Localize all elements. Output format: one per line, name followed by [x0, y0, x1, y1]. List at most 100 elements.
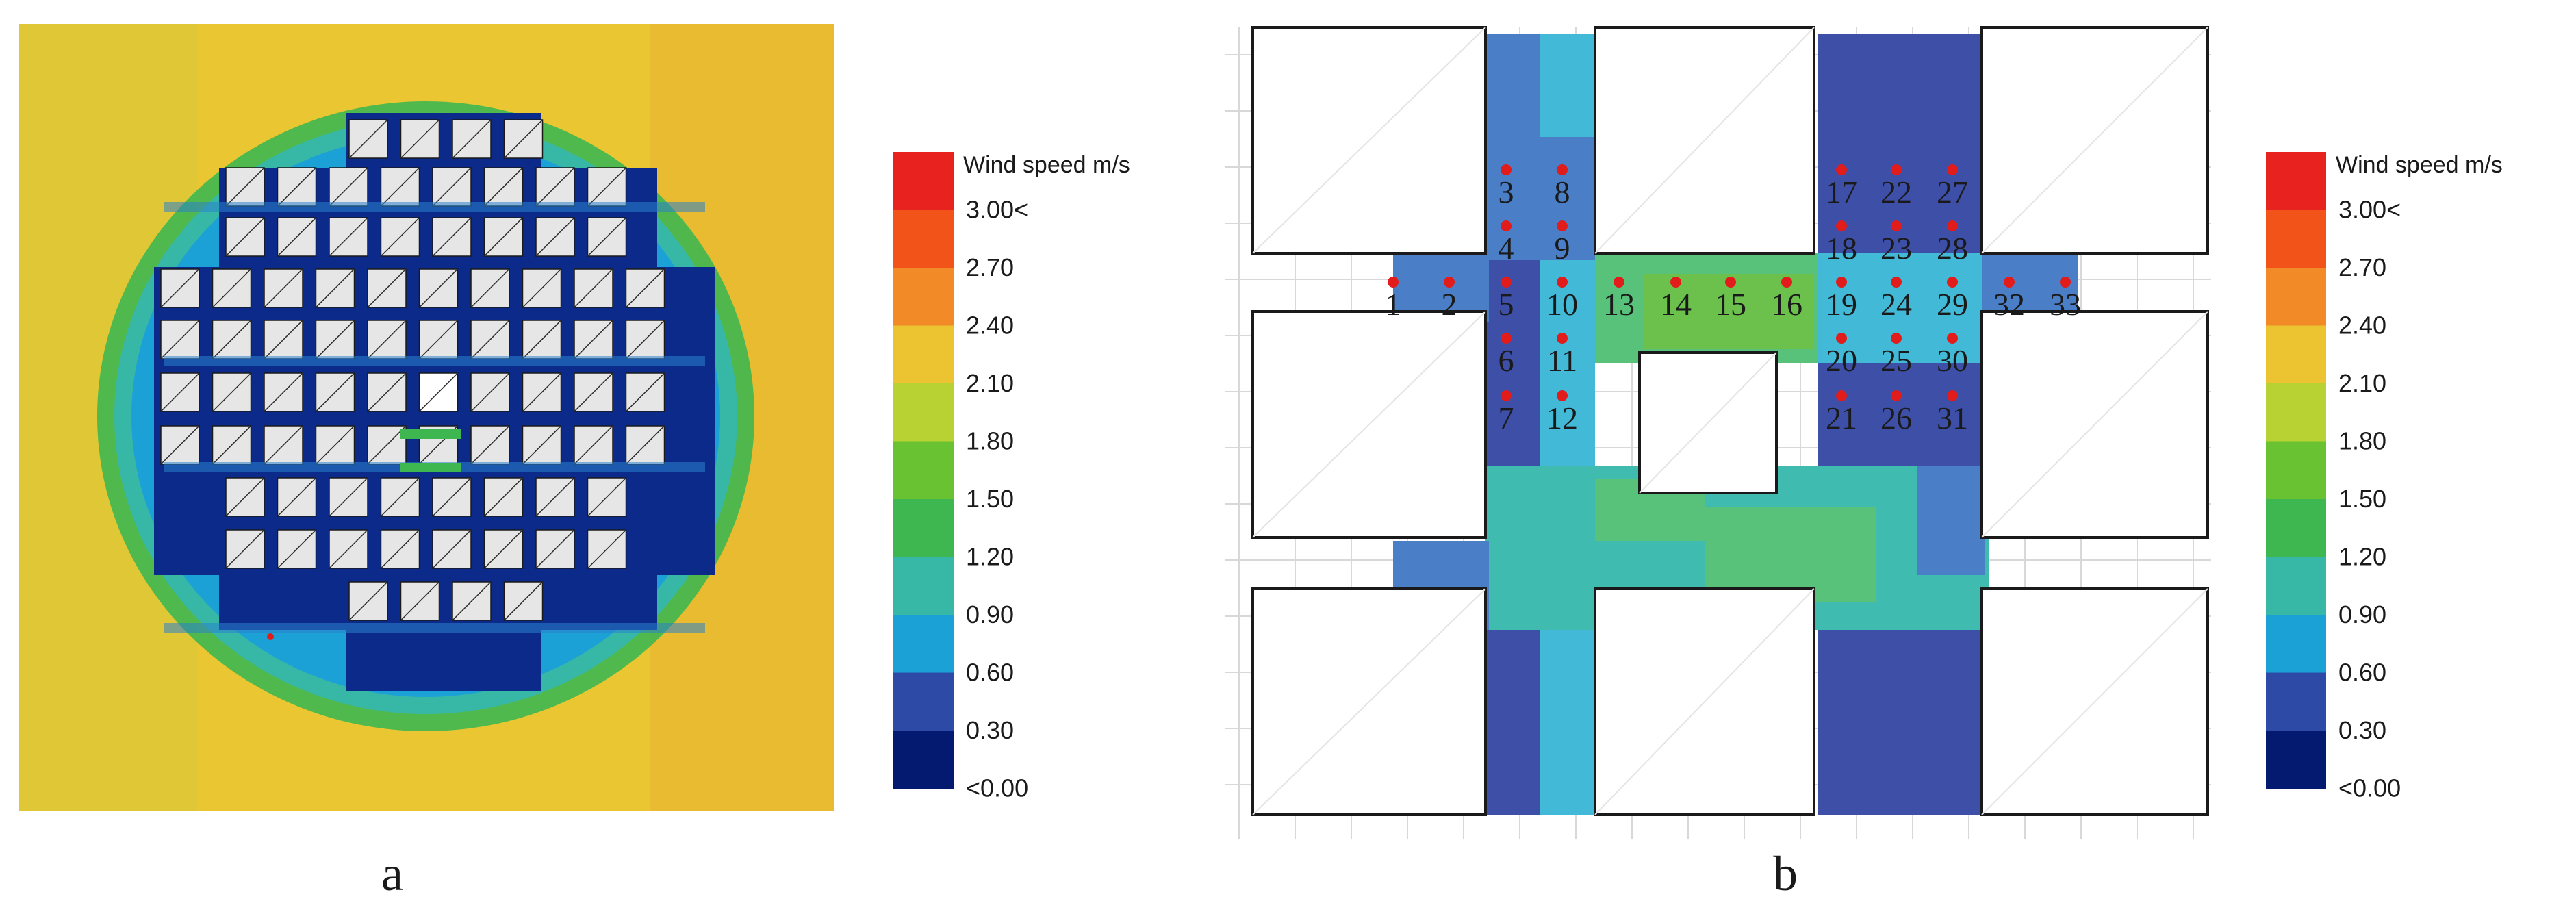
- probe-label: 2: [1442, 287, 1457, 322]
- legend-color-swatch: [893, 672, 954, 731]
- legend-label: 0.60: [966, 659, 1014, 687]
- probe-label: 19: [1826, 287, 1857, 322]
- building-outline: [1251, 587, 1487, 816]
- legend-b: Wind speed m/s 3.00< 2.70 2.40 2.10 1.80 1.50 1…: [2266, 152, 2503, 802]
- probe-dot: [1891, 390, 1902, 401]
- probe-dot: [1836, 277, 1847, 288]
- probe-dot: [1947, 333, 1958, 344]
- building-block: [625, 268, 665, 308]
- legend-label: 0.90: [2338, 600, 2386, 629]
- building-block: [574, 320, 613, 359]
- panel-b-buildings: [1251, 26, 2209, 816]
- building-block: [432, 167, 472, 207]
- probe-point: 18: [1826, 220, 1857, 266]
- building-block: [535, 529, 575, 569]
- building-block: [503, 581, 544, 621]
- probe-label: 7: [1499, 401, 1514, 435]
- building-outline: [1594, 26, 1815, 255]
- probe-dot: [1388, 277, 1399, 288]
- legend-label: 0.90: [966, 600, 1014, 629]
- legend-label: 1.50: [966, 485, 1014, 513]
- panel-b-wind-cells: [1393, 34, 2078, 815]
- building-outline: [1980, 310, 2209, 539]
- probe-label: 6: [1499, 343, 1514, 378]
- building-block: [367, 320, 407, 359]
- probe-dot: [1501, 277, 1512, 288]
- building-block: [329, 477, 368, 517]
- building-block: [160, 268, 200, 308]
- building-block: [315, 425, 355, 465]
- probe-dot: [1501, 164, 1512, 175]
- legend-color-swatch: [2266, 383, 2326, 442]
- building-block: [380, 529, 420, 569]
- building-block: [535, 167, 575, 207]
- panel-a-probe-marker: [267, 633, 274, 640]
- probe-label: 22: [1880, 175, 1912, 210]
- probe-dot: [1781, 277, 1792, 288]
- building-outline: [1251, 26, 1487, 255]
- legend-color-swatch: [893, 441, 954, 500]
- building-block: [225, 529, 265, 569]
- probe-point: 10: [1546, 277, 1578, 322]
- building-block: [587, 477, 627, 517]
- legend-label: 0.60: [2338, 659, 2386, 687]
- legend-label: 1.20: [2338, 543, 2386, 571]
- probe-dot: [1501, 390, 1512, 401]
- probe-point: 27: [1937, 164, 1968, 210]
- building-block: [452, 119, 492, 159]
- legend-color-swatch: [2266, 268, 2326, 326]
- wind-cell: [1540, 34, 1595, 137]
- legend-label: 3.00<: [2338, 196, 2401, 224]
- probe-label: 10: [1546, 287, 1578, 322]
- legend-color-swatch: [2266, 441, 2326, 500]
- probe-point: 12: [1546, 390, 1578, 435]
- probe-label: 3: [1499, 175, 1514, 210]
- building-block: [587, 167, 627, 207]
- legend-color-swatch: [2266, 325, 2326, 384]
- panel-a-halo: [97, 101, 754, 731]
- legend-color-swatch: [893, 268, 954, 326]
- probe-dot: [1836, 333, 1847, 344]
- band-right: [1818, 253, 1982, 363]
- probe-dot: [1670, 277, 1681, 288]
- building-block: [160, 372, 200, 412]
- probe-label: 28: [1937, 231, 1968, 266]
- legend-color-swatch: [893, 325, 954, 384]
- probe-dot: [1947, 390, 1958, 401]
- building-block: [264, 425, 303, 465]
- building-block: [418, 268, 459, 308]
- building-block: [470, 425, 510, 465]
- building-block: [315, 372, 355, 412]
- building-block: [329, 529, 368, 569]
- building-block: [503, 119, 544, 159]
- probe-dot: [1557, 390, 1568, 401]
- probe-point: 15: [1715, 277, 1746, 322]
- building-block: [625, 320, 665, 359]
- panel-a-building-grid: [160, 119, 705, 633]
- probe-label: 23: [1880, 231, 1912, 266]
- building-block: [367, 425, 407, 465]
- legend-color-swatch: [893, 615, 954, 673]
- probe-point: 14: [1660, 277, 1692, 322]
- legend-color-swatch: [2266, 615, 2326, 673]
- probe-dot: [1891, 277, 1902, 288]
- legend-label: 2.40: [2338, 312, 2386, 340]
- building-block: [367, 372, 407, 412]
- probe-dot: [1557, 220, 1568, 231]
- building-block: [380, 217, 420, 257]
- probe-label: 31: [1937, 401, 1968, 435]
- building-outline: [1251, 310, 1487, 539]
- legend-color-swatch: [2266, 210, 2326, 268]
- probe-point: 8: [1555, 164, 1570, 210]
- legend-title: Wind speed m/s: [2336, 152, 2503, 178]
- probe-dot: [1891, 220, 1902, 231]
- probe-point: 25: [1880, 333, 1912, 378]
- building-block: [483, 217, 524, 257]
- building-block: [264, 320, 303, 359]
- probe-point: 31: [1937, 390, 1968, 435]
- legend-color-swatch: [893, 557, 954, 615]
- building-block: [264, 268, 303, 308]
- street-channel: [164, 202, 705, 212]
